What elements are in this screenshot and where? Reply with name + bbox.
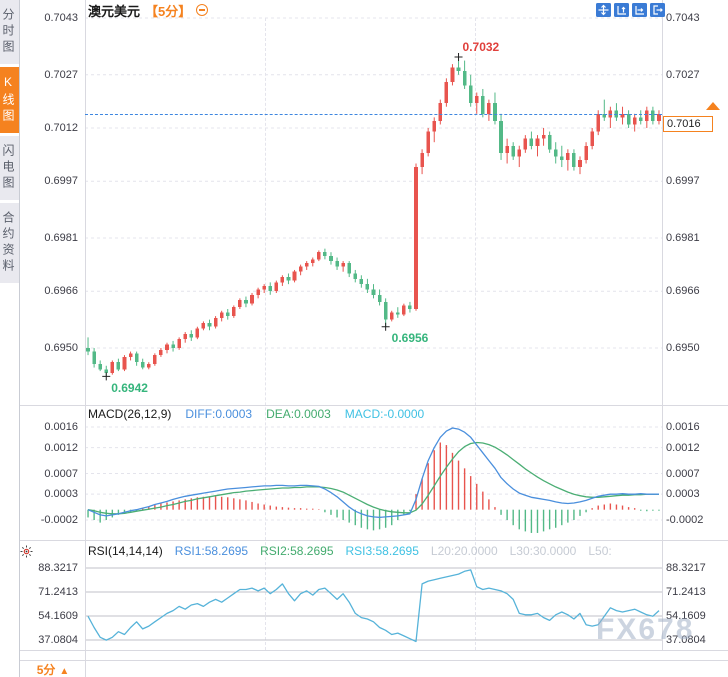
price-axis-label-right: 0.6981 [666,232,700,244]
macd-axis-label-right: 0.0016 [666,421,700,433]
rsi-header: RSI(14,14,14) RSI1:58.2695 RSI2:58.2695 … [88,544,612,558]
macd-axis-label-left: 0.0007 [44,467,78,480]
panel-divider [20,540,728,541]
price-axis-label-right: 0.6966 [666,285,700,298]
macd-axis-label-right: -0.0002 [666,514,704,527]
rsi-axis-label-right: 37.0804 [666,633,706,646]
sidebar: 分时图 K线图闪电图合约资料 [0,0,20,677]
chart-toolbar [596,3,665,17]
sidebar-tab-2[interactable]: 闪电图 [0,136,19,200]
indicator-settings-icon[interactable] [20,545,33,558]
symbol-title: 澳元美元 [88,3,141,19]
panel-divider [20,660,728,661]
price-axis-label-left: 0.6997 [44,175,78,188]
panel-divider [0,650,728,651]
y-axis-zoom-icon[interactable] [614,3,629,17]
x-axis-zoom-icon[interactable] [632,3,647,17]
time-gridline [475,18,476,650]
price-axis-label-left: 0.7012 [44,122,78,134]
price-axis-label-left: 0.6981 [44,232,78,244]
collapse-indicator-icon[interactable] [196,4,209,16]
macd-axis-label-left: 0.0003 [44,488,78,501]
last-price-tag: 0.7016 [663,116,713,132]
price-axis-label-left: 0.7043 [44,12,78,24]
macd-diff-value: DIFF:0.0003 [185,407,253,421]
price-axis-label-right: 0.7027 [666,68,700,81]
crosshair-icon[interactable] [596,3,611,17]
rsi-axis-label-right: 88.3217 [666,562,706,574]
price-axis-label-left: 0.6966 [44,285,78,298]
macd-header: MACD(26,12,9) DIFF:0.0003 DEA:0.0003 MAC… [88,407,424,421]
last-price-line [85,114,662,115]
up-triangle-icon: ▲ [59,666,70,677]
period-tag: 【5分】 [145,3,192,19]
sidebar-tab-3[interactable]: 合约资料 [0,203,19,283]
sidebar-tab-0[interactable]: 分时图 [0,0,19,64]
macd-axis-label-right: 0.0003 [666,488,700,501]
price-axis-label-right: 0.6950 [666,342,700,355]
rsi-axis-label-left: 71.2413 [38,585,78,598]
sidebar-tab-1[interactable]: K线图 [0,67,19,133]
macd-hist-value: MACD:-0.0000 [344,407,425,421]
macd-axis-label-left: 0.0016 [44,421,78,433]
last-price-value: 0.7016 [667,118,701,130]
price-axis-label-right: 0.6997 [666,175,700,188]
macd-axis-label-right: 0.0012 [666,441,700,454]
axis-border [662,0,663,650]
timeframe-label: 5分 [36,663,56,677]
rsi-axis-label-left: 37.0804 [38,633,78,646]
macd-axis-label-right: 0.0007 [666,467,700,480]
rsi-l20-value: L20:20.0000 [430,544,498,558]
rsi3-value: RSI3:58.2695 [345,544,419,558]
candlestick-chart[interactable] [85,17,662,405]
rsi-l50-value: L50: [588,544,612,558]
rsi-l30-value: L30:30.0000 [509,544,577,558]
exit-chart-icon[interactable] [650,3,665,17]
price-axis-label-right: 0.7043 [666,12,700,24]
timeframe-button[interactable]: 5分 ▲ [20,661,86,677]
rsi2-value: RSI2:58.2695 [260,544,334,558]
price-annotation: 0.6956 [391,330,429,345]
price-axis-label-left: 0.6950 [44,342,78,355]
time-gridline [265,18,266,650]
price-axis-label-left: 0.7027 [44,68,78,81]
rsi-axis-label-right: 54.1609 [666,609,706,622]
rsi-axis-label-left: 54.1609 [38,609,78,622]
price-up-arrow-icon[interactable] [706,102,720,110]
macd-chart[interactable] [85,425,662,540]
panel-divider [20,405,728,406]
price-annotation: 0.7032 [462,40,500,55]
macd-dea-value: DEA:0.0003 [266,407,331,421]
chart-header: 澳元美元 【5分】 [88,2,209,19]
rsi-axis-label-right: 71.2413 [666,585,706,598]
rsi-chart[interactable] [85,560,662,648]
rsi-title: RSI(14,14,14) [88,544,163,558]
price-annotation: 0.6942 [111,381,148,396]
macd-axis-label-left: -0.0002 [40,514,78,527]
rsi-axis-label-left: 88.3217 [38,562,78,574]
rsi1-value: RSI1:58.2695 [174,544,249,558]
axis-border [85,0,86,677]
macd-title: MACD(26,12,9) [88,407,172,421]
macd-axis-label-left: 0.0012 [44,441,78,454]
